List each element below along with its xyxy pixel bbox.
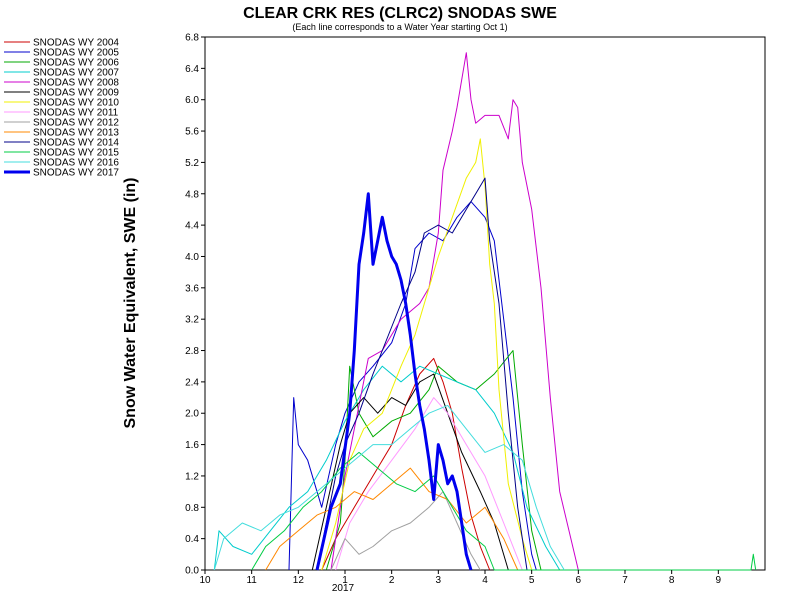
- x-tick-label: 6: [576, 575, 582, 586]
- legend-label: SNODAS WY 2012: [33, 118, 119, 129]
- chart-title: CLEAR CRK RES (CLRC2) SNODAS SWE: [243, 5, 557, 22]
- series-line-snodas-wy-2015: [251, 451, 757, 571]
- series-line-snodas-wy-2017: [315, 192, 473, 571]
- x-tick-label: 7: [622, 575, 628, 586]
- legend-label: SNODAS WY 2004: [33, 38, 119, 49]
- x-tick-label: 10: [199, 575, 211, 586]
- legend-label: SNODAS WY 2017: [33, 168, 119, 179]
- y-axis-ticks: 0.0 0.4 0.8 1.2 1.6 2.0 2.4 2.8 3.2 3.6 4.0 4.4 4.8 5…: [185, 33, 205, 577]
- y-tick-label: 2.8: [185, 346, 199, 357]
- y-tick-label: 0.8: [185, 503, 199, 514]
- series-line-snodas-wy-2016: [213, 404, 565, 571]
- series-line-snodas-wy-2010: [321, 138, 533, 571]
- legend-label: SNODAS WY 2009: [33, 88, 119, 99]
- legend-label: SNODAS WY 2006: [33, 58, 119, 69]
- legend-label: SNODAS WY 2010: [33, 98, 119, 109]
- y-tick-label: 6.4: [185, 64, 199, 75]
- x-tick-label: 11: [246, 575, 257, 586]
- x-tick-label: 4: [482, 575, 488, 586]
- x-tick-label: 2: [389, 575, 395, 586]
- y-tick-label: 0.0: [185, 566, 199, 577]
- x-axis-year-label: 2017: [332, 583, 355, 594]
- legend-label: SNODAS WY 2013: [33, 128, 119, 139]
- x-tick-label: 8: [669, 575, 675, 586]
- series-line-snodas-wy-2013: [265, 467, 519, 571]
- series-layer: [213, 52, 757, 571]
- y-tick-label: 1.2: [185, 471, 199, 482]
- legend-label: SNODAS WY 2014: [33, 138, 119, 149]
- x-tick-label: 3: [436, 575, 442, 586]
- legend-label: SNODAS WY 2011: [33, 108, 119, 119]
- y-tick-label: 4.4: [185, 221, 199, 232]
- legend-label: SNODAS WY 2005: [33, 48, 119, 59]
- x-tick-label: 9: [716, 575, 722, 586]
- y-tick-label: 3.2: [185, 315, 199, 326]
- y-tick-label: 2.0: [185, 409, 199, 420]
- series-line-snodas-wy-2009: [311, 373, 509, 571]
- plot-area: [204, 36, 766, 571]
- y-tick-label: 5.6: [185, 127, 199, 138]
- y-axis-label: Snow Water Equivalent, SWE (in): [122, 178, 139, 429]
- y-tick-label: 4.8: [185, 189, 199, 200]
- y-tick-label: 1.6: [185, 440, 199, 451]
- series-line-snodas-wy-2012: [330, 491, 481, 571]
- series-line-snodas-wy-2008: [330, 52, 579, 571]
- y-tick-label: 2.4: [185, 377, 199, 388]
- x-axis-ticks: 10 11 12 1 2 3 4 5 6 7 8 9: [199, 570, 722, 586]
- y-tick-label: 6.8: [185, 33, 199, 44]
- legend-label: SNODAS WY 2016: [33, 158, 119, 169]
- x-tick-label: 5: [529, 575, 535, 586]
- legend-label: SNODAS WY 2007: [33, 68, 119, 79]
- series-line-snodas-wy-2006: [325, 350, 542, 571]
- legend-label: SNODAS WY 2015: [33, 148, 119, 159]
- series-line-snodas-wy-2004: [321, 357, 491, 571]
- y-tick-label: 4.0: [185, 252, 199, 263]
- y-tick-label: 0.4: [185, 534, 199, 545]
- y-tick-label: 3.6: [185, 283, 199, 294]
- legend-label: SNODAS WY 2008: [33, 78, 119, 89]
- series-line-snodas-wy-2011: [335, 397, 523, 571]
- x-tick-label: 12: [293, 575, 305, 586]
- chart-subtitle: (Each line corresponds to a Water Year s…: [292, 22, 507, 32]
- y-tick-label: 5.2: [185, 158, 199, 169]
- y-tick-label: 6.0: [185, 95, 199, 106]
- series-line-snodas-wy-2007: [213, 365, 561, 571]
- x-tick-label: 1: [342, 575, 348, 586]
